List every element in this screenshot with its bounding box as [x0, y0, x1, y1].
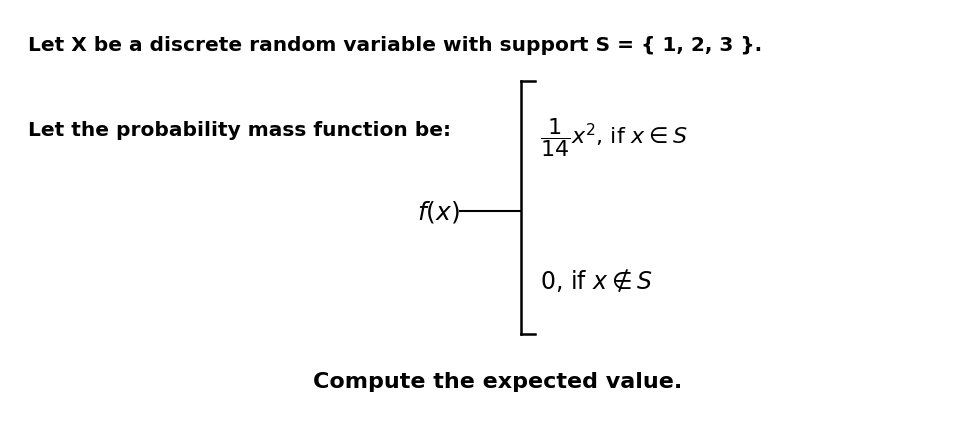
Text: Compute the expected value.: Compute the expected value.	[312, 371, 681, 392]
Text: $f(x)$: $f(x)$	[417, 198, 459, 225]
Text: Let the probability mass function be:: Let the probability mass function be:	[28, 121, 450, 140]
Text: $\dfrac{1}{14}x^2$, if $x \in S$: $\dfrac{1}{14}x^2$, if $x \in S$	[539, 116, 687, 159]
Text: $0$, if $x \notin S$: $0$, if $x \notin S$	[539, 268, 652, 294]
Text: Let X be a discrete random variable with support S = { 1, 2, 3 }.: Let X be a discrete random variable with…	[28, 36, 761, 55]
